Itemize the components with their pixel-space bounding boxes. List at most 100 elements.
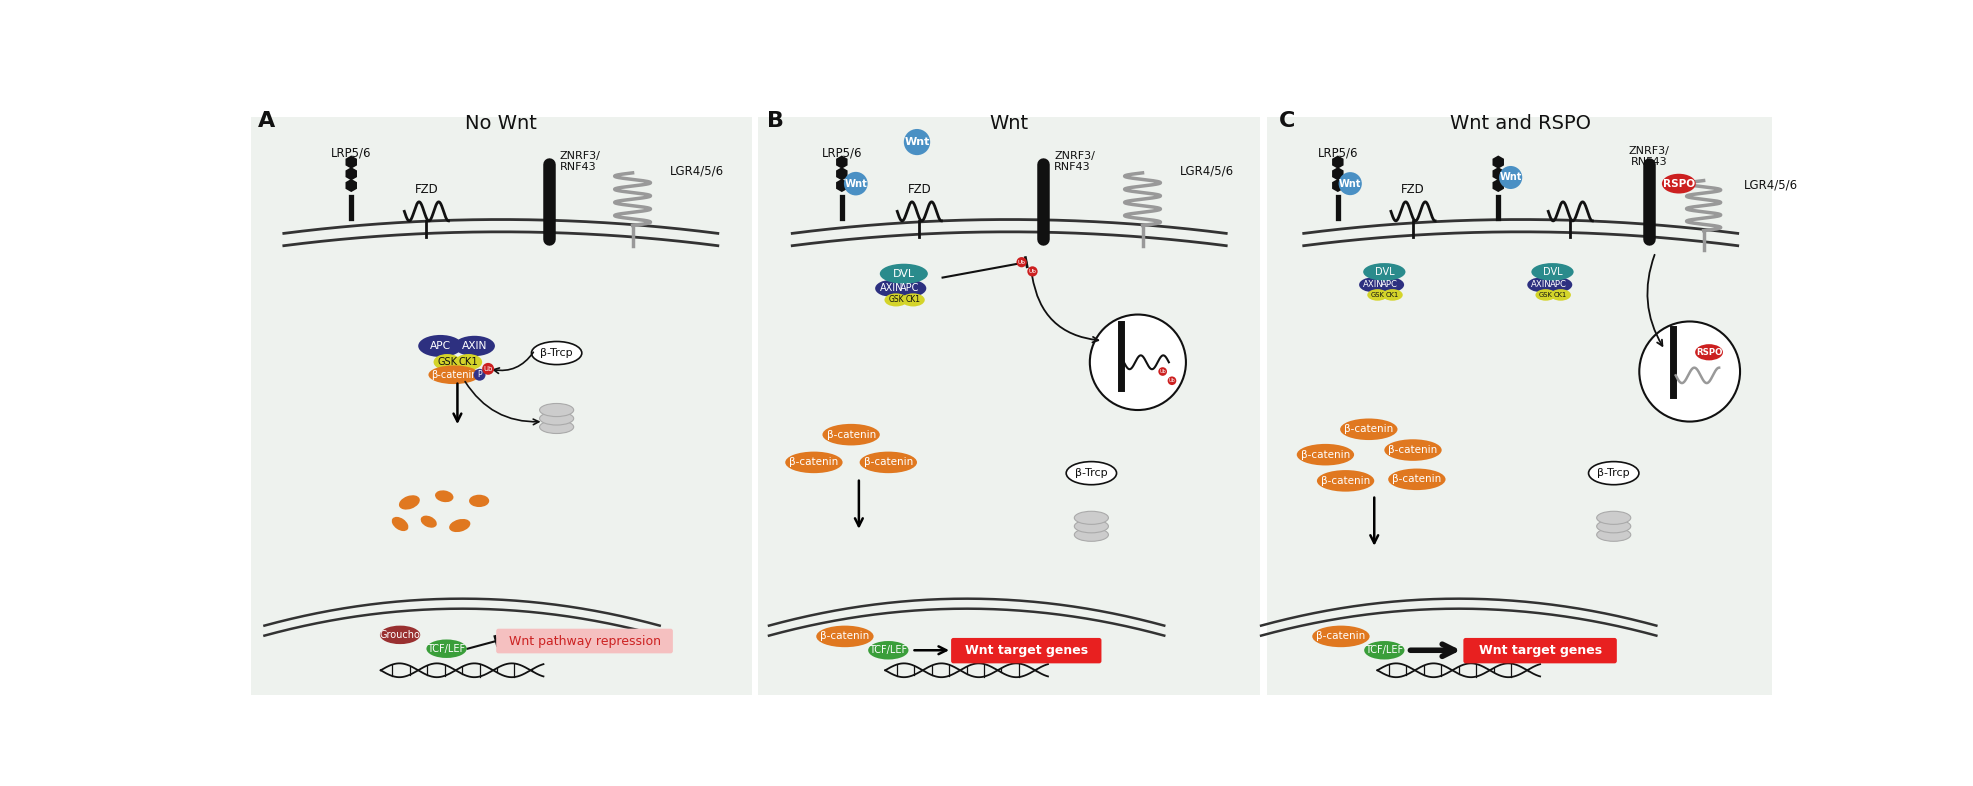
- Polygon shape: [837, 156, 848, 169]
- Polygon shape: [1492, 156, 1503, 169]
- Text: ZNRF3/: ZNRF3/: [1054, 151, 1095, 161]
- Ellipse shape: [1075, 520, 1109, 533]
- Ellipse shape: [1296, 444, 1353, 465]
- Ellipse shape: [1065, 461, 1117, 485]
- Text: LGR4/5/6: LGR4/5/6: [669, 165, 724, 178]
- Circle shape: [1028, 266, 1038, 277]
- Ellipse shape: [1375, 277, 1405, 292]
- Polygon shape: [345, 179, 357, 192]
- Ellipse shape: [876, 280, 908, 297]
- Ellipse shape: [1535, 289, 1557, 301]
- Circle shape: [1089, 314, 1186, 410]
- Text: Wnt: Wnt: [1340, 178, 1361, 189]
- Circle shape: [1158, 367, 1166, 376]
- Ellipse shape: [884, 293, 908, 307]
- Text: A: A: [258, 112, 276, 131]
- Ellipse shape: [420, 516, 436, 527]
- Polygon shape: [1492, 167, 1503, 180]
- Text: β-catenin: β-catenin: [1344, 424, 1393, 435]
- Ellipse shape: [785, 452, 842, 473]
- Ellipse shape: [381, 626, 420, 644]
- Text: TCF/LEF: TCF/LEF: [1365, 645, 1403, 656]
- Ellipse shape: [1695, 344, 1722, 360]
- Ellipse shape: [1359, 277, 1387, 292]
- Polygon shape: [1332, 156, 1344, 169]
- Text: AXIN: AXIN: [1363, 281, 1383, 289]
- Polygon shape: [251, 117, 752, 695]
- Polygon shape: [1332, 167, 1344, 180]
- Ellipse shape: [1551, 289, 1571, 301]
- Text: β-Trcp: β-Trcp: [1598, 468, 1630, 478]
- Text: β-catenin: β-catenin: [789, 457, 839, 468]
- Text: P: P: [477, 370, 481, 380]
- Text: β-catenin: β-catenin: [1316, 631, 1365, 641]
- Text: ZNRF3/: ZNRF3/: [560, 151, 600, 161]
- Text: β-Trcp: β-Trcp: [1075, 468, 1107, 478]
- Ellipse shape: [1385, 439, 1442, 461]
- Polygon shape: [345, 156, 357, 169]
- Text: APC: APC: [1549, 281, 1567, 289]
- Polygon shape: [837, 167, 848, 180]
- Text: Ub: Ub: [1168, 378, 1176, 384]
- Ellipse shape: [1367, 289, 1387, 301]
- Text: GSK: GSK: [1371, 292, 1385, 298]
- Text: β-catenin: β-catenin: [1300, 450, 1350, 460]
- Text: DVL: DVL: [892, 269, 915, 279]
- Text: RNF43: RNF43: [1054, 162, 1091, 171]
- Text: Wnt and RSPO: Wnt and RSPO: [1450, 114, 1592, 134]
- Text: β-catenin: β-catenin: [1389, 445, 1438, 455]
- Text: Wnt: Wnt: [904, 137, 929, 147]
- Ellipse shape: [1316, 470, 1375, 491]
- Text: Ub: Ub: [1018, 259, 1026, 265]
- Text: Wnt target genes: Wnt target genes: [965, 644, 1087, 657]
- FancyBboxPatch shape: [951, 638, 1101, 663]
- Text: Ub: Ub: [483, 365, 493, 372]
- Circle shape: [1640, 321, 1740, 421]
- Ellipse shape: [1596, 511, 1632, 524]
- Text: Ub: Ub: [1028, 269, 1036, 274]
- Ellipse shape: [428, 365, 479, 384]
- Text: AXIN: AXIN: [880, 284, 904, 293]
- Text: RNF43: RNF43: [560, 162, 596, 171]
- Ellipse shape: [456, 354, 481, 370]
- Text: LRP5/6: LRP5/6: [1318, 146, 1357, 160]
- Text: LRP5/6: LRP5/6: [331, 146, 371, 160]
- Text: C: C: [1279, 112, 1296, 131]
- Text: DVL: DVL: [1375, 267, 1395, 277]
- Text: FZD: FZD: [414, 183, 438, 196]
- Text: FZD: FZD: [908, 183, 931, 196]
- Text: Wnt target genes: Wnt target genes: [1478, 644, 1602, 657]
- Ellipse shape: [1596, 520, 1632, 533]
- Ellipse shape: [902, 293, 925, 307]
- Circle shape: [481, 363, 493, 375]
- Text: AXIN: AXIN: [462, 341, 487, 351]
- Text: TCF/LEF: TCF/LEF: [870, 645, 908, 656]
- Polygon shape: [345, 167, 357, 180]
- Text: β-catenin: β-catenin: [430, 369, 477, 380]
- Text: RSPO: RSPO: [1663, 178, 1695, 189]
- Ellipse shape: [823, 424, 880, 446]
- Ellipse shape: [880, 264, 927, 284]
- Circle shape: [1499, 166, 1523, 189]
- Ellipse shape: [1363, 641, 1405, 659]
- Ellipse shape: [454, 336, 495, 356]
- Ellipse shape: [470, 494, 489, 507]
- Circle shape: [904, 129, 929, 155]
- Text: GSK: GSK: [888, 296, 904, 304]
- Circle shape: [1338, 172, 1361, 195]
- Text: Wnt: Wnt: [1499, 172, 1521, 182]
- Ellipse shape: [539, 412, 574, 425]
- Text: CK1: CK1: [1385, 292, 1399, 298]
- Text: RNF43: RNF43: [1632, 157, 1667, 167]
- Ellipse shape: [894, 280, 925, 297]
- Text: DVL: DVL: [1543, 267, 1563, 277]
- Polygon shape: [1492, 179, 1503, 192]
- Ellipse shape: [1527, 277, 1557, 292]
- Text: CK1: CK1: [906, 296, 921, 304]
- Ellipse shape: [1531, 263, 1574, 281]
- Circle shape: [1016, 257, 1026, 267]
- Polygon shape: [837, 179, 848, 192]
- Text: GSK: GSK: [438, 357, 458, 367]
- Ellipse shape: [418, 335, 462, 357]
- Text: β-catenin: β-catenin: [1322, 476, 1369, 486]
